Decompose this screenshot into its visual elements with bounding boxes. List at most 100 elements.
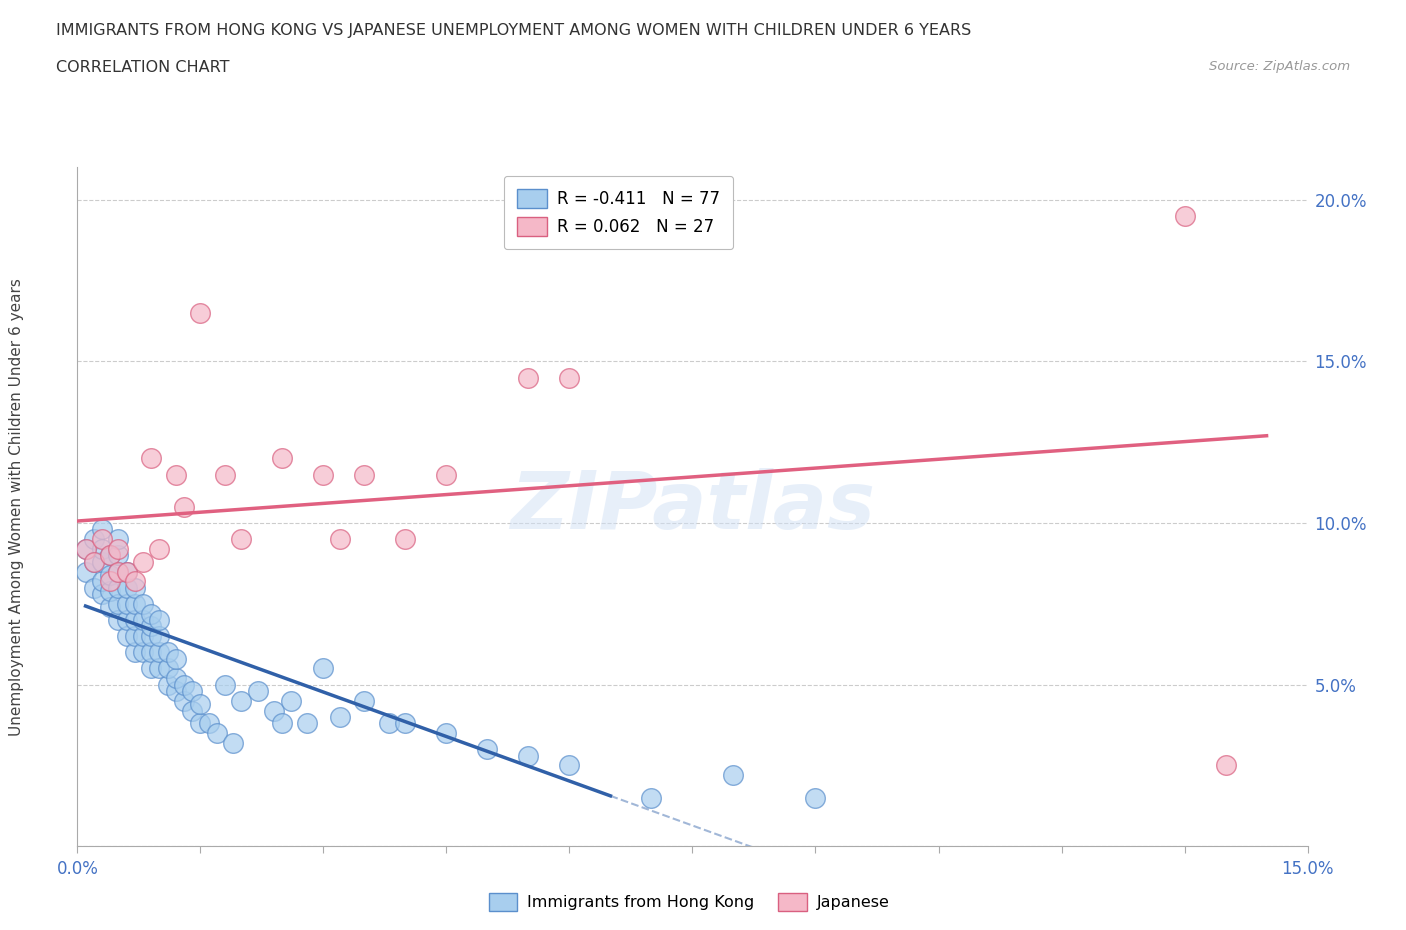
Text: Unemployment Among Women with Children Under 6 years: Unemployment Among Women with Children U… — [10, 278, 24, 736]
Point — [132, 554, 155, 569]
Text: Source: ZipAtlas.com: Source: ZipAtlas.com — [1209, 60, 1350, 73]
Point — [90, 554, 114, 569]
Legend: R = -0.411   N = 77, R = 0.062   N = 27: R = -0.411 N = 77, R = 0.062 N = 27 — [503, 176, 734, 249]
Text: IMMIGRANTS FROM HONG KONG VS JAPANESE UNEMPLOYMENT AMONG WOMEN WITH CHILDREN UND: IMMIGRANTS FROM HONG KONG VS JAPANESE UN… — [56, 23, 972, 38]
Point — [165, 671, 187, 685]
Point — [231, 694, 253, 709]
Point — [271, 716, 294, 731]
Point — [517, 370, 540, 385]
Point — [115, 596, 138, 611]
Text: ZIPatlas: ZIPatlas — [510, 468, 875, 546]
Point — [115, 580, 138, 595]
Point — [107, 548, 129, 563]
Point — [312, 661, 335, 676]
Point — [165, 684, 187, 698]
Point — [173, 677, 195, 692]
Point — [436, 725, 458, 740]
Point — [75, 541, 97, 556]
Point — [124, 629, 146, 644]
Point — [353, 694, 375, 709]
Point — [271, 451, 294, 466]
Point — [188, 716, 212, 731]
Point — [107, 565, 129, 579]
Point — [90, 587, 114, 602]
Point — [83, 554, 105, 569]
Point — [477, 742, 499, 757]
Point — [107, 565, 129, 579]
Point — [263, 703, 285, 718]
Point — [558, 370, 581, 385]
Point — [75, 541, 97, 556]
Point — [205, 725, 228, 740]
Point — [148, 613, 170, 628]
Point — [83, 532, 105, 547]
Point — [83, 580, 105, 595]
Point — [141, 644, 163, 659]
Point — [148, 629, 170, 644]
Point — [378, 716, 401, 731]
Point — [141, 451, 163, 466]
Point — [148, 644, 170, 659]
Point — [188, 697, 212, 711]
Point — [90, 532, 114, 547]
Point — [222, 736, 245, 751]
Point — [394, 532, 416, 547]
Point — [517, 749, 540, 764]
Point — [804, 790, 827, 805]
Point — [115, 565, 138, 579]
Point — [353, 467, 375, 482]
Point — [124, 596, 146, 611]
Point — [156, 661, 179, 676]
Point — [394, 716, 416, 731]
Point — [107, 596, 129, 611]
Point — [124, 644, 146, 659]
Point — [124, 574, 146, 589]
Point — [214, 677, 236, 692]
Point — [1174, 208, 1197, 223]
Point — [246, 684, 269, 698]
Point — [280, 694, 302, 709]
Point — [156, 677, 179, 692]
Point — [436, 467, 458, 482]
Point — [214, 467, 236, 482]
Point — [90, 574, 114, 589]
Point — [723, 768, 745, 783]
Point — [132, 644, 155, 659]
Point — [98, 574, 121, 589]
Point — [329, 710, 352, 724]
Point — [148, 661, 170, 676]
Point — [312, 467, 335, 482]
Point — [83, 554, 105, 569]
Point — [98, 583, 121, 598]
Point — [141, 661, 163, 676]
Point — [173, 499, 195, 514]
Point — [75, 565, 97, 579]
Point — [115, 565, 138, 579]
Point — [148, 541, 170, 556]
Point — [156, 644, 179, 659]
Point — [98, 548, 121, 563]
Point — [329, 532, 352, 547]
Point — [141, 619, 163, 634]
Point — [90, 541, 114, 556]
Legend: Immigrants from Hong Kong, Japanese: Immigrants from Hong Kong, Japanese — [482, 886, 896, 917]
Point — [231, 532, 253, 547]
Point — [98, 548, 121, 563]
Point — [90, 522, 114, 537]
Point — [132, 629, 155, 644]
Point — [115, 613, 138, 628]
Point — [115, 629, 138, 644]
Point — [181, 684, 204, 698]
Point — [132, 596, 155, 611]
Point — [124, 613, 146, 628]
Text: CORRELATION CHART: CORRELATION CHART — [56, 60, 229, 75]
Point — [107, 541, 129, 556]
Point — [173, 694, 195, 709]
Point — [132, 613, 155, 628]
Point — [165, 651, 187, 666]
Point — [1215, 758, 1237, 773]
Point — [141, 606, 163, 621]
Point — [107, 580, 129, 595]
Point — [558, 758, 581, 773]
Point — [124, 580, 146, 595]
